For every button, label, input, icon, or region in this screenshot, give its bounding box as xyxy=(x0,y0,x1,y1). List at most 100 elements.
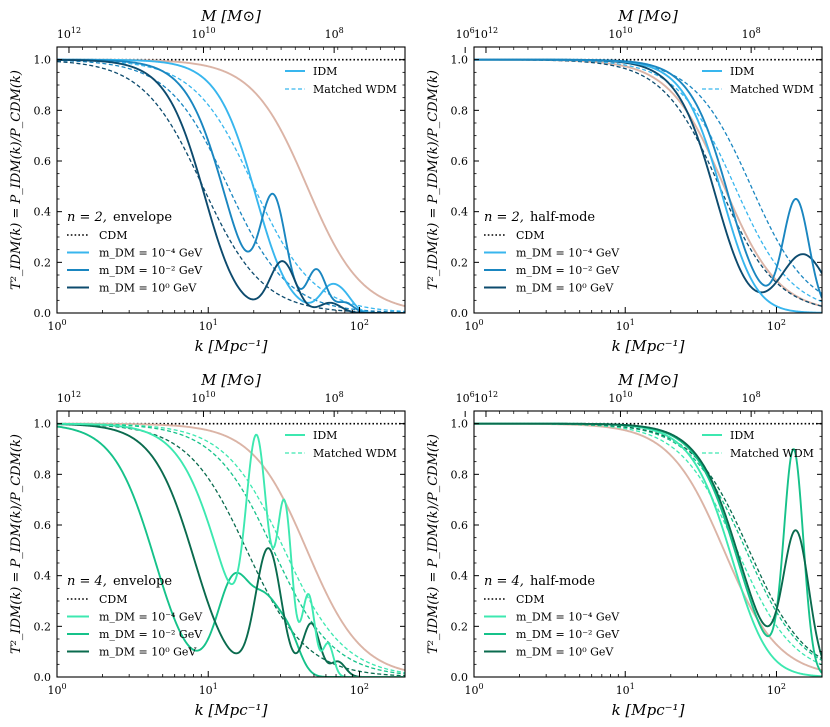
panel-bottom-right: 0.0 0.2 0.4 0.6 0.8 1.0 100 101 102 1012 1010 108 10… xyxy=(426,371,823,719)
x-tick-label: 100 xyxy=(464,682,483,697)
series-line-idm-1e-2 xyxy=(57,58,405,313)
y-tick-label: 1.0 xyxy=(34,54,52,67)
top-axis-label: M [M⊙] xyxy=(200,7,261,25)
series-line-idm-1e0 xyxy=(57,423,405,677)
top-axis-label: M [M⊙] xyxy=(200,371,261,389)
legend-label-0: CDM xyxy=(516,229,545,242)
series-line-idm-1e0 xyxy=(474,422,822,658)
legend-label-wdm: Matched WDM xyxy=(313,83,397,96)
top-tick-label: 1012 xyxy=(57,26,81,41)
top-tick-label: 108 xyxy=(325,26,344,41)
series-line-idm-1e0 xyxy=(57,58,405,313)
series-line-wdm-1e-2 xyxy=(57,59,405,313)
legend-label-1: m_DM = 10⁻⁴ GeV xyxy=(516,611,620,624)
x-tick-label: 100 xyxy=(464,318,483,333)
x-tick-label: 101 xyxy=(616,682,635,697)
legend-label-3: m_DM = 10⁰ GeV xyxy=(516,282,614,295)
y-axis-label: T²_IDM(k) = P_IDM(k)/P_CDM(k) xyxy=(426,70,441,290)
panel-annotation: n = 4, envelope xyxy=(67,574,172,589)
panel-top-left: 0.0 0.2 0.4 0.6 0.8 1.0 100 101 102 1012 1010 108 10… xyxy=(9,7,475,355)
legend-label-1: m_DM = 10⁻⁴ GeV xyxy=(516,247,620,260)
top-tick-label: 1012 xyxy=(57,390,81,405)
legend-label-0: CDM xyxy=(516,593,545,606)
y-tick-label: 1.0 xyxy=(451,418,469,431)
y-axis-label: T²_IDM(k) = P_IDM(k)/P_CDM(k) xyxy=(9,70,24,290)
y-tick-label: 0.2 xyxy=(451,620,469,633)
x-axis-label: k [Mpc⁻¹] xyxy=(195,701,268,719)
legend-label-wdm: Matched WDM xyxy=(313,447,397,460)
y-tick-label: 0.8 xyxy=(451,468,469,481)
x-axis-label: k [Mpc⁻¹] xyxy=(612,337,685,355)
legend-label-0: CDM xyxy=(99,593,128,606)
series-line-idm-1e-2 xyxy=(57,425,405,677)
y-tick-label: 0.0 xyxy=(34,671,52,684)
series-line-wdm-1e-4 xyxy=(57,423,405,674)
y-tick-label: 1.0 xyxy=(451,54,469,67)
legend-label-wdm: Matched WDM xyxy=(730,447,814,460)
legend-label-2: m_DM = 10⁻² GeV xyxy=(516,628,620,641)
series-group xyxy=(57,58,405,313)
y-tick-label: 0.4 xyxy=(34,206,52,219)
panel-annotation: n = 2, half-mode xyxy=(484,210,595,225)
top-tick-label: 1010 xyxy=(608,390,632,405)
legend-label-3: m_DM = 10⁰ GeV xyxy=(516,646,614,659)
top-tick-label: 1012 xyxy=(474,26,498,41)
y-tick-label: 0.6 xyxy=(451,155,469,168)
x-tick-label: 102 xyxy=(350,682,369,697)
legend-label-3: m_DM = 10⁰ GeV xyxy=(99,646,197,659)
y-tick-label: 0.2 xyxy=(34,256,52,269)
series-line-wdm-1e-2 xyxy=(57,423,405,675)
panel-annotation: n = 4, half-mode xyxy=(484,574,595,589)
series-line-wdm-1e0 xyxy=(474,423,822,660)
legend-label-0: CDM xyxy=(99,229,128,242)
legend-label-1: m_DM = 10⁻⁴ GeV xyxy=(99,247,203,260)
y-tick-label: 0.8 xyxy=(451,104,469,117)
y-tick-label: 0.4 xyxy=(34,570,52,583)
x-tick-label: 102 xyxy=(767,318,786,333)
top-tick-label: 1010 xyxy=(191,390,215,405)
series-line-idm-1e-2 xyxy=(474,58,822,299)
axes-frame xyxy=(56,410,406,678)
top-tick-label: 108 xyxy=(325,390,344,405)
top-tick-label: 106 xyxy=(456,26,475,41)
legend-label-1: m_DM = 10⁻⁴ GeV xyxy=(99,611,203,624)
y-tick-label: 1.0 xyxy=(34,418,52,431)
x-tick-label: 102 xyxy=(350,318,369,333)
legend-label-2: m_DM = 10⁻² GeV xyxy=(516,264,620,277)
axes-frame xyxy=(56,46,406,314)
top-tick-label: 108 xyxy=(742,26,761,41)
y-axis-label: T²_IDM(k) = P_IDM(k)/P_CDM(k) xyxy=(426,434,441,654)
y-tick-label: 0.8 xyxy=(34,104,52,117)
series-group xyxy=(474,58,822,313)
y-tick-label: 0.0 xyxy=(451,671,469,684)
x-axis-label: k [Mpc⁻¹] xyxy=(612,701,685,719)
top-tick-label: 1010 xyxy=(608,26,632,41)
panel-top-right: 0.0 0.2 0.4 0.6 0.8 1.0 100 101 102 1012 1010 108 10… xyxy=(426,7,823,355)
y-tick-label: 0.2 xyxy=(451,256,469,269)
axes-frame xyxy=(473,410,823,678)
series-line-wdm-1e-4 xyxy=(474,423,822,666)
series-group xyxy=(57,422,405,677)
x-tick-label: 101 xyxy=(199,318,218,333)
y-tick-label: 0.2 xyxy=(34,620,52,633)
x-tick-label: 101 xyxy=(199,682,218,697)
legend-label-wdm: Matched WDM xyxy=(730,83,814,96)
legend-label-idm: IDM xyxy=(730,429,754,442)
x-tick-label: 100 xyxy=(47,682,66,697)
y-tick-label: 0.6 xyxy=(34,519,52,532)
top-tick-label: 108 xyxy=(742,390,761,405)
top-tick-label: 1012 xyxy=(474,390,498,405)
x-tick-label: 100 xyxy=(47,318,66,333)
y-tick-label: 0.0 xyxy=(451,307,469,320)
y-tick-label: 0.6 xyxy=(451,519,469,532)
top-tick-label: 106 xyxy=(456,390,475,405)
y-axis-label: T²_IDM(k) = P_IDM(k)/P_CDM(k) xyxy=(9,434,24,654)
top-tick-label: 1010 xyxy=(191,26,215,41)
y-tick-label: 0.8 xyxy=(34,468,52,481)
legend-label-idm: IDM xyxy=(730,65,754,78)
top-axis-label: M [M⊙] xyxy=(617,371,678,389)
series-group xyxy=(474,422,822,677)
series-line-wdm-1e0 xyxy=(474,59,822,307)
legend-label-3: m_DM = 10⁰ GeV xyxy=(99,282,197,295)
